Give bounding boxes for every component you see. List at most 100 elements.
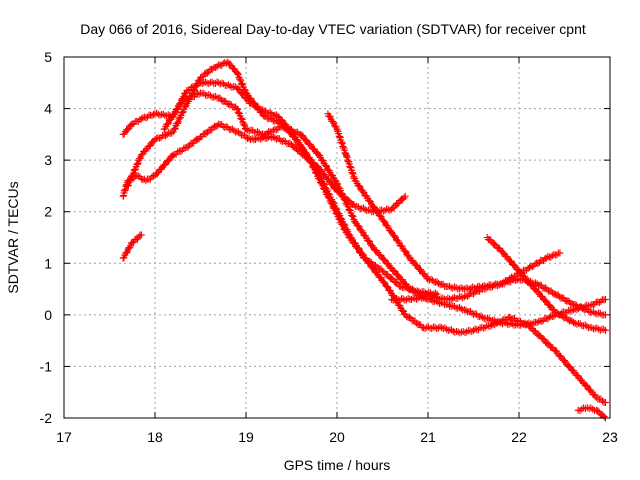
data-point xyxy=(601,399,609,407)
series-track-1 xyxy=(119,231,145,262)
data-point xyxy=(333,179,341,187)
data-point-interp xyxy=(153,170,161,178)
data-point-interp xyxy=(577,303,585,311)
data-point-interp xyxy=(391,295,399,303)
data-point-interp xyxy=(223,81,231,89)
x-tick-label: 21 xyxy=(420,429,436,445)
data-point-interp xyxy=(202,130,210,138)
data-point-interp xyxy=(179,108,187,116)
data-point-interp xyxy=(582,381,590,389)
data-point-interp xyxy=(439,324,447,332)
data-point-interp xyxy=(427,275,435,283)
data-point-interp xyxy=(393,278,401,286)
data-point-interp xyxy=(237,115,245,123)
data-point-interp xyxy=(331,176,339,184)
data-point-interp xyxy=(591,324,599,332)
data-point-interp xyxy=(583,322,591,330)
data-point-interp xyxy=(511,261,519,269)
data-point-interp xyxy=(358,249,366,257)
data-point-interp xyxy=(520,320,528,328)
data-point-interp xyxy=(262,131,270,139)
data-point-interp xyxy=(465,291,473,299)
data-point-interp xyxy=(450,293,458,301)
y-tick-label: -2 xyxy=(40,410,53,426)
data-point-interp xyxy=(481,324,489,332)
grid-layer xyxy=(64,57,610,418)
data-point-interp xyxy=(248,135,256,143)
y-tick-label: 2 xyxy=(44,204,52,220)
data-point-interp xyxy=(345,205,353,213)
x-tick-label: 20 xyxy=(329,429,345,445)
series-track-10 xyxy=(574,404,609,422)
data-point-interp xyxy=(457,305,465,313)
data-point-interp xyxy=(484,322,492,330)
data-point-interp xyxy=(401,247,409,255)
y-tick-label: 3 xyxy=(44,152,52,168)
data-point xyxy=(601,326,609,334)
data-point-interp xyxy=(181,103,189,111)
data-point-interp xyxy=(417,266,425,274)
data-point-interp xyxy=(266,114,274,122)
data-layer xyxy=(119,58,609,422)
data-point-interp xyxy=(237,80,245,88)
data-point-interp xyxy=(324,190,332,198)
data-point-interp xyxy=(317,174,325,182)
series-track-5 xyxy=(160,89,609,329)
data-point-interp xyxy=(177,100,185,108)
plot-frame xyxy=(63,56,611,419)
y-tick-label: -1 xyxy=(40,358,53,374)
data-point-interp xyxy=(250,99,258,107)
data-point-interp xyxy=(337,189,345,197)
data-point-interp xyxy=(190,87,198,95)
data-point-interp xyxy=(336,214,344,222)
y-tick-label: 4 xyxy=(44,101,52,117)
x-axis-label: GPS time / hours xyxy=(284,457,391,473)
y-axis-label: SDTVAR / TECUs xyxy=(5,181,21,293)
data-point xyxy=(137,231,145,239)
data-point-interp xyxy=(268,115,276,123)
data-point xyxy=(401,192,409,200)
x-tick-label: 23 xyxy=(602,429,618,445)
data-point-interp xyxy=(548,252,556,260)
data-point-interp xyxy=(402,280,410,288)
data-point-interp xyxy=(213,122,221,130)
data-point-interp xyxy=(470,290,477,298)
data-point xyxy=(592,393,600,401)
data-point-interp xyxy=(359,187,367,195)
data-point xyxy=(542,254,550,262)
data-point-interp xyxy=(288,126,295,134)
series-track-6 xyxy=(324,110,609,319)
data-point-interp xyxy=(255,129,263,137)
data-point-interp xyxy=(163,112,171,120)
data-point-interp xyxy=(429,276,437,284)
data-point xyxy=(397,282,405,290)
data-point-interp xyxy=(571,300,579,308)
data-point-interp xyxy=(320,180,328,188)
x-tick-label: 17 xyxy=(56,429,72,445)
data-point-interp xyxy=(206,92,214,100)
data-point-interp xyxy=(175,115,183,123)
data-point-interp xyxy=(148,173,156,181)
data-point xyxy=(142,177,150,185)
data-point-interp xyxy=(234,108,242,116)
data-point-interp xyxy=(193,82,201,90)
data-point-interp xyxy=(272,117,280,125)
data-point-interp xyxy=(220,80,228,88)
data-point-interp xyxy=(126,176,134,184)
data-point-interp xyxy=(168,129,176,137)
data-point xyxy=(470,326,477,334)
data-point-interp xyxy=(227,126,235,134)
series-track-9 xyxy=(506,313,609,407)
data-point-interp xyxy=(326,112,334,120)
data-point-interp xyxy=(332,204,340,212)
data-point-interp xyxy=(228,125,236,133)
data-point-interp xyxy=(390,232,398,240)
data-point-interp xyxy=(444,327,452,335)
data-point-interp xyxy=(405,313,413,321)
data-point xyxy=(151,110,159,118)
data-point-interp xyxy=(427,293,435,301)
data-point-interp xyxy=(178,109,186,117)
data-point-interp xyxy=(348,212,356,220)
x-tick-label: 19 xyxy=(238,429,254,445)
